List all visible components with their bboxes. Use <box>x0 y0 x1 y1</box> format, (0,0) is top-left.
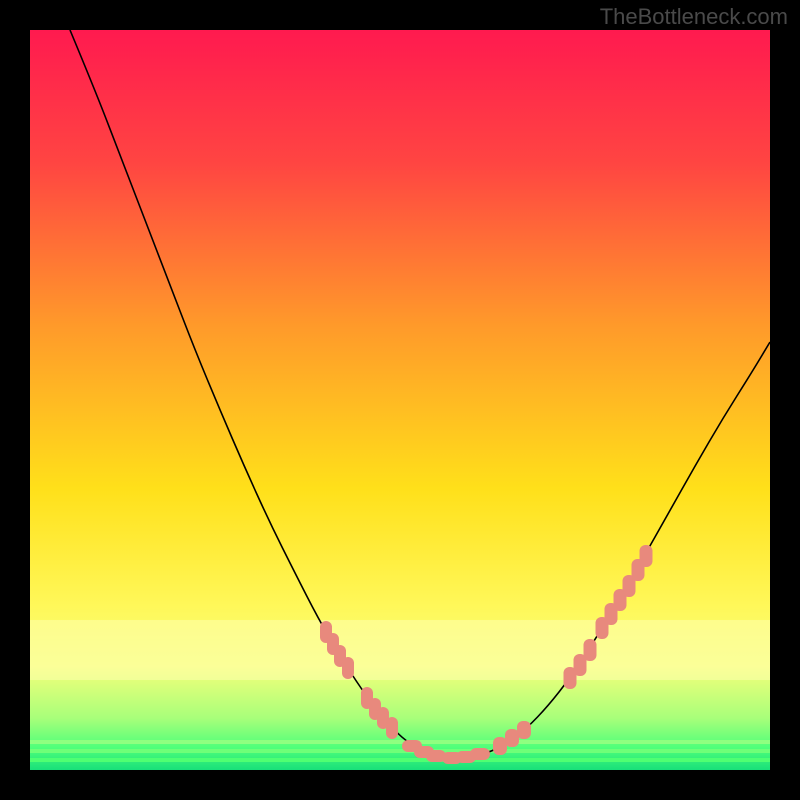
curve-marker <box>505 729 519 747</box>
curve-marker <box>470 748 490 760</box>
watermark-text: TheBottleneck.com <box>600 4 788 30</box>
green-stripe <box>30 740 770 744</box>
curve-marker <box>493 737 507 755</box>
green-stripe <box>30 749 770 753</box>
bottleneck-curve-chart <box>0 0 800 800</box>
green-stripe <box>30 758 770 762</box>
curve-marker <box>386 717 398 739</box>
curve-marker <box>517 721 531 739</box>
chart-container: TheBottleneck.com <box>0 0 800 800</box>
curve-marker <box>640 545 653 567</box>
highlight-band <box>30 620 770 680</box>
curve-marker <box>342 657 354 679</box>
curve-marker <box>584 639 597 661</box>
